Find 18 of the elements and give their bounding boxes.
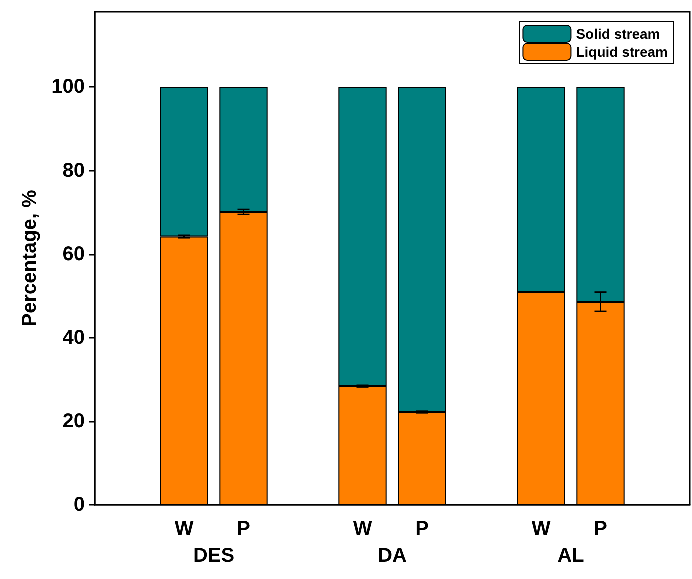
legend-label: Solid stream	[576, 26, 660, 42]
text: AL	[558, 545, 584, 567]
x-tick-label: P	[237, 518, 250, 540]
x-tick-label: W	[353, 518, 372, 540]
legend-label: Liquid stream	[576, 44, 668, 60]
y-tick-label: 80	[62, 160, 85, 182]
text: DES	[193, 545, 235, 567]
y-tick-label: 60	[62, 243, 85, 266]
y-axis-title: Percentage, %	[19, 190, 41, 327]
text: DA	[378, 545, 407, 567]
y-tick-label: 100	[52, 76, 85, 98]
x-tick-label: W	[174, 518, 194, 540]
x-tick-label: P	[416, 518, 429, 540]
y-tick-label: 20	[62, 410, 85, 432]
x-tick-label: P	[594, 518, 608, 540]
x-tick-label: W	[532, 518, 551, 540]
y-tick-label: 0	[74, 494, 85, 516]
y-tick-label: 40	[62, 326, 85, 349]
